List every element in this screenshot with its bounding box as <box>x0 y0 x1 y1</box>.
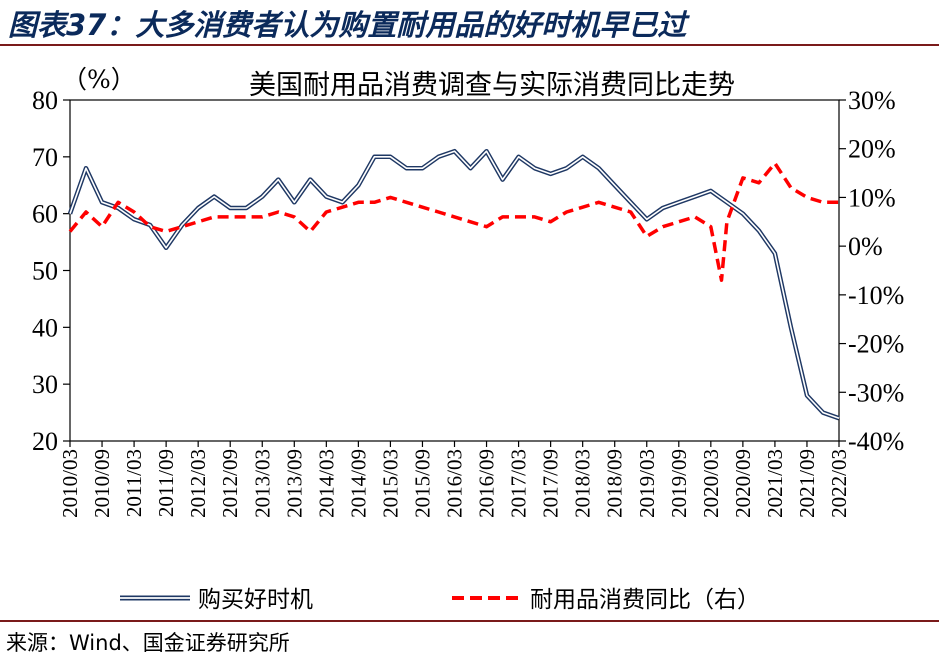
x-tick-label: 2012/09 <box>218 449 242 518</box>
right-y-ticks: 30% 20% 10% 0% -10% -20% -30% -40% <box>839 86 904 456</box>
legend-item-right-series: 耐用品消费同比（右） <box>452 587 760 613</box>
left-axis-unit: （%） <box>62 65 136 94</box>
x-tick-label: 2013/03 <box>250 449 274 518</box>
x-tick-label: 2011/09 <box>154 449 178 517</box>
x-tick-label: 2011/03 <box>122 449 146 517</box>
right-tick-label: -10% <box>848 281 904 310</box>
legend-label-right-series: 耐用品消费同比（右） <box>530 587 760 613</box>
x-tick-label: 2014/03 <box>314 449 338 518</box>
x-tick-label: 2013/09 <box>282 449 306 518</box>
legend-label-left-series: 购买好时机 <box>198 587 313 613</box>
right-tick-label: 20% <box>848 135 896 164</box>
x-tick-label: 2018/03 <box>571 449 595 518</box>
x-tick-label: 2010/03 <box>58 449 82 518</box>
x-tick-label: 2015/03 <box>378 449 402 518</box>
x-tick-label: 2019/03 <box>635 449 659 518</box>
right-tick-label: -30% <box>848 378 904 407</box>
x-tick-label: 2014/09 <box>346 449 370 518</box>
left-tick-label: 80 <box>32 86 58 115</box>
x-tick-label: 2021/03 <box>763 449 787 518</box>
x-tick-label: 2020/03 <box>699 449 723 518</box>
x-tick-label: 2012/03 <box>186 449 210 518</box>
legend-item-left-series: 购买好时机 <box>120 587 313 613</box>
series-line-buy-timing-inner <box>69 150 840 420</box>
left-tick-label: 50 <box>32 257 58 286</box>
x-tick-label: 2019/09 <box>667 449 691 518</box>
title-rule <box>0 44 939 46</box>
x-tick-label: 2017/09 <box>539 449 563 518</box>
left-tick-label: 20 <box>32 427 58 456</box>
source-note: 来源：Wind、国金证券研究所 <box>6 631 290 655</box>
right-tick-label: -40% <box>848 427 904 456</box>
chart-title: 美国耐用品消费调查与实际消费同比走势 <box>249 70 735 101</box>
x-tick-label: 2021/09 <box>795 449 819 518</box>
x-tick-label: 2015/09 <box>410 449 434 518</box>
source-rule <box>0 620 939 622</box>
series-layer <box>67 148 840 421</box>
right-tick-label: -20% <box>848 330 904 359</box>
x-tick-label: 2018/09 <box>603 449 627 518</box>
left-tick-label: 70 <box>32 143 58 172</box>
series-line-buy-timing-outer <box>67 148 840 421</box>
x-tick-label: 2020/09 <box>731 449 755 518</box>
x-tick-label: 2016/03 <box>443 449 467 518</box>
chart: 美国耐用品消费调查与实际消费同比走势 （%） 80 70 60 50 40 30 20 30… <box>32 65 904 613</box>
x-tick-label: 2022/03 <box>827 449 851 518</box>
right-tick-label: 10% <box>848 183 896 212</box>
left-tick-label: 40 <box>32 313 58 342</box>
x-ticks: 2010/03 2010/09 2011/03 2011/09 2012/03 2012/… <box>58 441 851 518</box>
x-tick-label: 2010/09 <box>90 449 114 518</box>
legend: 购买好时机 耐用品消费同比（右） <box>120 587 760 613</box>
x-tick-label: 2017/03 <box>507 449 531 518</box>
right-tick-label: 30% <box>848 86 896 115</box>
left-tick-label: 30 <box>32 370 58 399</box>
left-y-ticks: 80 70 60 50 40 30 20 <box>32 86 70 456</box>
figure-title: 图表37：大多消费者认为购置耐用品的好时机早已过 <box>8 8 687 42</box>
left-tick-label: 60 <box>32 200 58 229</box>
right-tick-label: 0% <box>848 232 883 261</box>
x-tick-label: 2016/09 <box>475 449 499 518</box>
